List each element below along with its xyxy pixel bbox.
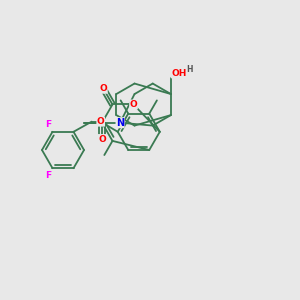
Text: H: H — [186, 65, 192, 74]
Text: O: O — [98, 134, 106, 143]
Text: O: O — [130, 100, 137, 109]
Text: O: O — [100, 84, 107, 93]
Text: OH: OH — [171, 69, 187, 78]
Text: O: O — [97, 117, 105, 126]
Text: F: F — [45, 171, 52, 180]
Text: N: N — [116, 118, 124, 128]
Text: F: F — [45, 120, 52, 129]
